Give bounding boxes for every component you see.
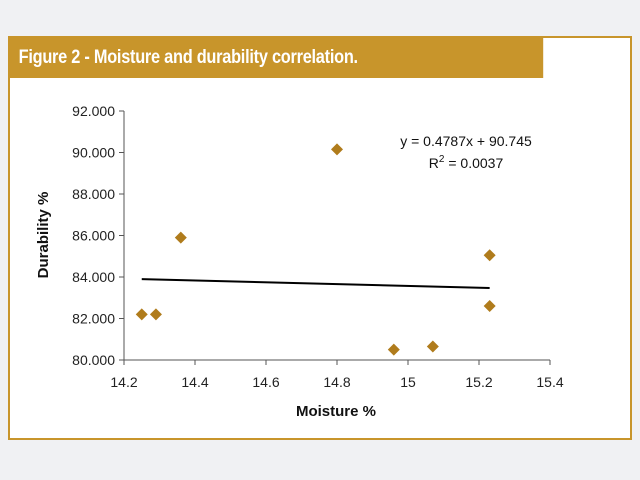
y-tick-label: 90.000 — [72, 145, 115, 161]
y-tick-label: 80.000 — [72, 352, 115, 368]
x-tick-label: 14.8 — [323, 374, 350, 390]
y-axis-title: Durability % — [35, 192, 52, 279]
y-ticks: 80.000 82.000 84.000 86.000 88.000 90.000 92.0… — [72, 103, 124, 368]
x-tick-label: 14.4 — [181, 374, 208, 390]
trendline-equation: y = 0.4787x + 90.745 — [400, 133, 532, 149]
r-squared-prefix: R — [429, 155, 439, 171]
r-squared-exponent: 2 — [439, 154, 445, 165]
y-tick-label: 92.000 — [72, 103, 115, 119]
data-point-marker — [174, 231, 187, 244]
x-ticks: 14.2 14.4 14.6 14.8 15 15.2 15.4 — [110, 360, 564, 390]
data-point-marker — [387, 343, 400, 356]
data-point-marker — [135, 308, 148, 321]
data-point-marker — [331, 143, 343, 156]
y-tick-label: 86.000 — [72, 228, 115, 244]
x-tick-label: 15.4 — [536, 374, 563, 390]
figure-card: Figure 2 - Moisture and durability corre… — [8, 36, 632, 440]
y-tick-label: 84.000 — [72, 269, 115, 285]
y-tick-label: 88.000 — [72, 186, 115, 202]
data-point-marker — [149, 308, 162, 321]
x-tick-label: 14.6 — [252, 374, 279, 390]
figure-caption: Figure 2 - Moisture and durability corre… — [10, 38, 544, 78]
x-tick-label: 15.2 — [465, 374, 492, 390]
data-points — [135, 143, 496, 356]
x-tick-label: 15 — [400, 374, 416, 390]
data-point-marker — [426, 340, 439, 353]
data-point-marker — [483, 249, 496, 262]
x-tick-label: 14.2 — [110, 374, 137, 390]
r-squared-label: R2 = 0.0037 — [429, 154, 504, 171]
data-point-marker — [483, 300, 496, 313]
y-tick-label: 82.000 — [72, 311, 115, 327]
x-axis-title: Moisture % — [296, 403, 376, 420]
r-squared-value: = 0.0037 — [444, 155, 503, 171]
trendline — [141, 278, 490, 289]
